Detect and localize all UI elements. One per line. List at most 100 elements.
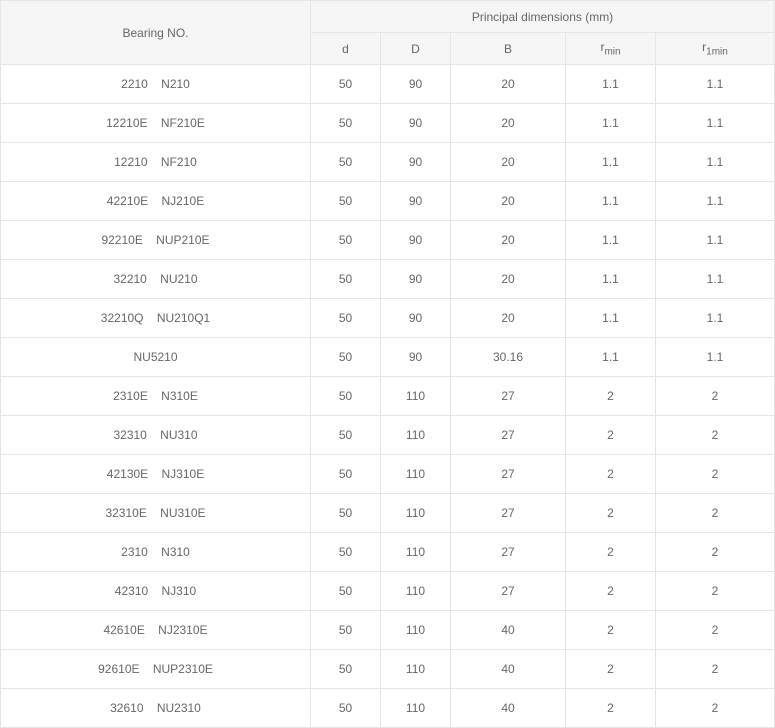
header-principal-dimensions: Principal dimensions (mm) [311,1,775,33]
cell-d: 50 [311,182,381,221]
cell-B: 27 [451,416,566,455]
cell-rmin: 2 [566,494,656,533]
table-row: NU5210509030.161.11.1 [1,338,775,377]
cell-rmin: 1.1 [566,299,656,338]
cell-D: 110 [381,494,451,533]
table-row: 32310 NU310501102722 [1,416,775,455]
cell-r1min: 2 [656,572,775,611]
cell-d: 50 [311,377,381,416]
cell-bearing: 42210E NJ210E [1,182,311,221]
cell-D: 110 [381,650,451,689]
table-row: 42210E NJ210E5090201.11.1 [1,182,775,221]
table-row: 32210 NU2105090201.11.1 [1,260,775,299]
cell-D: 110 [381,533,451,572]
cell-rmin: 2 [566,650,656,689]
cell-rmin: 2 [566,689,656,728]
cell-B: 27 [451,377,566,416]
cell-rmin: 2 [566,572,656,611]
cell-B: 27 [451,533,566,572]
cell-rmin: 1.1 [566,221,656,260]
header-col-D: D [381,33,451,65]
header-col-d: d [311,33,381,65]
cell-bearing: 2210 N210 [1,65,311,104]
cell-B: 20 [451,65,566,104]
cell-B: 27 [451,572,566,611]
cell-D: 90 [381,104,451,143]
cell-D: 110 [381,455,451,494]
cell-d: 50 [311,650,381,689]
cell-bearing: 42310 NJ310 [1,572,311,611]
cell-rmin: 1.1 [566,338,656,377]
cell-r1min: 2 [656,494,775,533]
cell-d: 50 [311,260,381,299]
cell-r1min: 2 [656,416,775,455]
cell-r1min: 1.1 [656,182,775,221]
cell-bearing: 92210E NUP210E [1,221,311,260]
table-row: 32610 NU2310501104022 [1,689,775,728]
cell-rmin: 2 [566,611,656,650]
cell-d: 50 [311,104,381,143]
cell-d: 50 [311,455,381,494]
cell-d: 50 [311,533,381,572]
cell-B: 40 [451,650,566,689]
cell-D: 110 [381,611,451,650]
cell-d: 50 [311,572,381,611]
table-row: 32310E NU310E501102722 [1,494,775,533]
cell-D: 110 [381,572,451,611]
cell-d: 50 [311,494,381,533]
cell-D: 110 [381,689,451,728]
cell-B: 30.16 [451,338,566,377]
cell-D: 90 [381,65,451,104]
cell-bearing: 92610E NUP2310E [1,650,311,689]
cell-d: 50 [311,689,381,728]
cell-d: 50 [311,299,381,338]
cell-r1min: 1.1 [656,338,775,377]
header-col-B: B [451,33,566,65]
cell-d: 50 [311,416,381,455]
cell-r1min: 1.1 [656,221,775,260]
cell-bearing: 12210E NF210E [1,104,311,143]
table-row: 2210 N2105090201.11.1 [1,65,775,104]
bearing-dimensions-table: Bearing NO. Principal dimensions (mm) d … [0,0,775,728]
cell-rmin: 2 [566,416,656,455]
cell-d: 50 [311,611,381,650]
cell-bearing: 42130E NJ310E [1,455,311,494]
cell-r1min: 1.1 [656,143,775,182]
cell-d: 50 [311,221,381,260]
header-bearing-no: Bearing NO. [1,1,311,65]
table-row: 92610E NUP2310E501104022 [1,650,775,689]
cell-bearing: 32310E NU310E [1,494,311,533]
cell-bearing: 2310E N310E [1,377,311,416]
table-header: Bearing NO. Principal dimensions (mm) d … [1,1,775,65]
cell-rmin: 1.1 [566,143,656,182]
cell-D: 90 [381,338,451,377]
cell-D: 90 [381,182,451,221]
cell-B: 20 [451,260,566,299]
cell-rmin: 2 [566,455,656,494]
cell-d: 50 [311,338,381,377]
cell-bearing: 32210 NU210 [1,260,311,299]
cell-B: 20 [451,221,566,260]
table-row: 12210E NF210E5090201.11.1 [1,104,775,143]
table-row: 42130E NJ310E501102722 [1,455,775,494]
cell-B: 20 [451,299,566,338]
cell-r1min: 1.1 [656,104,775,143]
cell-D: 90 [381,260,451,299]
cell-rmin: 1.1 [566,260,656,299]
table-row: 12210 NF2105090201.11.1 [1,143,775,182]
cell-D: 90 [381,299,451,338]
table-row: 2310 N310501102722 [1,533,775,572]
header-col-rmin: rmin [566,33,656,65]
cell-r1min: 2 [656,533,775,572]
table-row: 32210Q NU210Q15090201.11.1 [1,299,775,338]
cell-r1min: 2 [656,611,775,650]
cell-d: 50 [311,143,381,182]
table-row: 42610E NJ2310E501104022 [1,611,775,650]
cell-B: 40 [451,611,566,650]
cell-r1min: 2 [656,689,775,728]
table-row: 42310 NJ310501102722 [1,572,775,611]
cell-B: 40 [451,689,566,728]
cell-rmin: 1.1 [566,65,656,104]
cell-rmin: 1.1 [566,104,656,143]
cell-B: 20 [451,143,566,182]
